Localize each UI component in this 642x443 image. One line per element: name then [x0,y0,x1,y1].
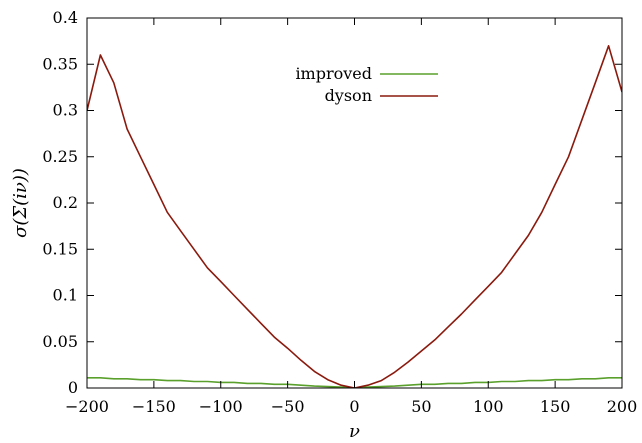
y-tick-label: 0.35 [42,54,78,73]
x-tick-label: 150 [540,397,571,416]
ticks-layer: −200 −150 −100 −50 0 50 100 150 200 0 0.05 0.1 0.15 0… [42,8,637,416]
y-tick-label: 0.15 [42,239,78,258]
legend-label-dyson: dyson [325,86,372,105]
x-tick-label: 100 [473,397,504,416]
legend: improved dyson [295,64,438,105]
y-tick-label: 0 [68,378,78,397]
y-tick-label: 0.4 [53,8,78,27]
x-axis-label: ν [349,421,360,442]
legend-label-improved: improved [295,64,372,83]
x-tick-label: −50 [271,397,305,416]
x-tick-label: 200 [607,397,638,416]
x-tick-label: 0 [349,397,359,416]
x-tick-label: −100 [199,397,243,416]
y-tick-label: 0.2 [53,193,78,212]
series-layer [87,44,622,388]
y-tick-label: 0.1 [53,286,78,305]
y-tick-label: 0.25 [42,147,78,166]
x-tick-label: −200 [65,397,109,416]
x-tick-label: −150 [132,397,176,416]
x-tick-label: 50 [411,397,431,416]
series-line-improved [87,376,622,388]
y-tick-label: 0.05 [42,332,78,351]
y-axis-label: σ(Σ(iν)) [10,168,31,238]
y-tick-label: 0.3 [53,101,78,120]
series-line-dyson [87,44,622,388]
